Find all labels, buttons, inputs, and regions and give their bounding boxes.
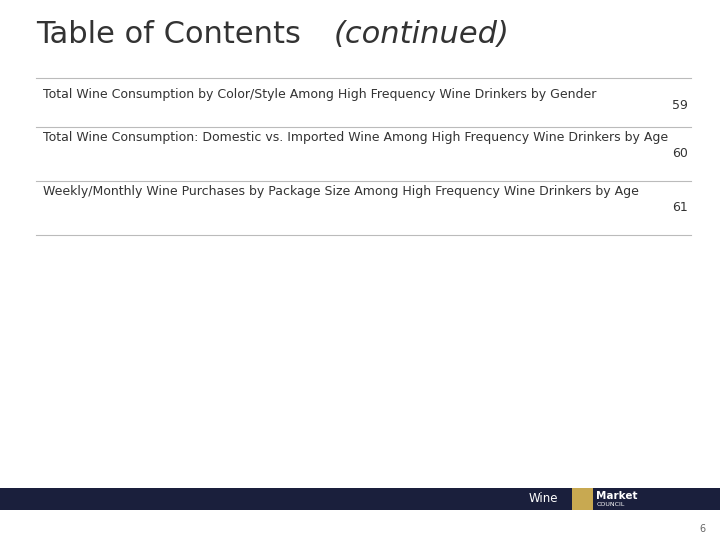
Text: 60: 60 <box>672 147 688 160</box>
Text: 61: 61 <box>672 201 688 214</box>
Bar <box>593 488 720 510</box>
Text: Total Wine Consumption by Color/Style Among High Frequency Wine Drinkers by Gend: Total Wine Consumption by Color/Style Am… <box>43 88 597 101</box>
Text: 6: 6 <box>699 523 706 534</box>
Text: Total Wine Consumption: Domestic vs. Imported Wine Among High Frequency Wine Dri: Total Wine Consumption: Domestic vs. Imp… <box>43 131 668 144</box>
Bar <box>572 488 593 510</box>
Text: Market: Market <box>596 491 638 501</box>
Text: Wine: Wine <box>528 492 558 505</box>
Text: Table of Contents: Table of Contents <box>36 19 310 49</box>
Text: (continued): (continued) <box>333 19 509 49</box>
Text: COUNCIL: COUNCIL <box>596 502 624 507</box>
Text: 59: 59 <box>672 99 688 112</box>
Bar <box>0 488 572 510</box>
Text: Weekly/Monthly Wine Purchases by Package Size Among High Frequency Wine Drinkers: Weekly/Monthly Wine Purchases by Package… <box>43 185 639 198</box>
